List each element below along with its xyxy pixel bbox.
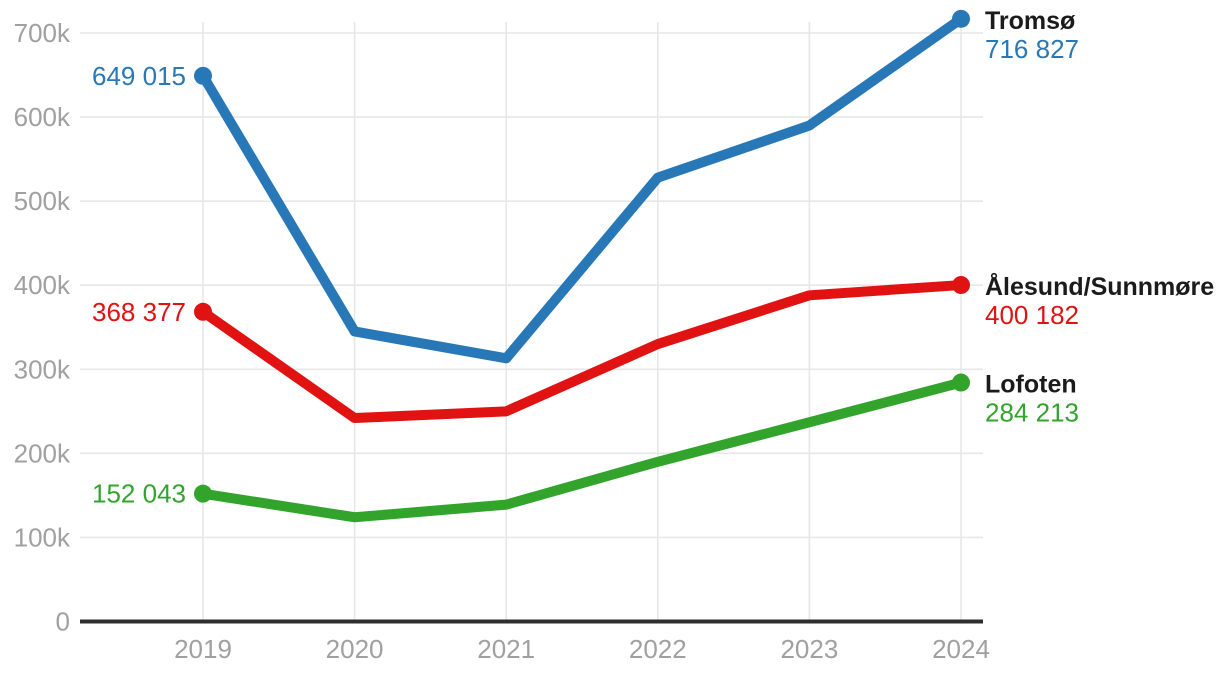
series-dot-start-2	[194, 484, 212, 503]
series-line-2	[198, 377, 966, 523]
series-dot-end-2	[952, 373, 970, 392]
x-tick-label: 2020	[326, 634, 384, 664]
series-dot-start-0	[194, 66, 212, 85]
series-line-1	[198, 280, 966, 424]
y-tick-label: 100k	[14, 522, 71, 552]
series-start-value-label: 649 015	[92, 61, 186, 91]
y-tick-label: 200k	[14, 438, 71, 468]
x-tick-label: 2021	[477, 634, 535, 664]
y-tick-label: 700k	[14, 18, 71, 48]
series-dot-end-0	[952, 9, 970, 28]
y-tick-label: 300k	[14, 354, 71, 384]
series-line-0	[198, 13, 966, 364]
y-tick-label: 600k	[14, 102, 71, 132]
y-tick-label: 0	[56, 607, 70, 637]
y-tick-label: 500k	[14, 186, 71, 216]
series-end-value-label: 400 182	[985, 300, 1079, 330]
y-tick-label: 400k	[14, 270, 71, 300]
series-start-value-label: 152 043	[92, 479, 186, 509]
x-tick-label: 2024	[932, 634, 990, 664]
series-end-value-label: 716 827	[985, 34, 1079, 64]
series-name-label: Lofoten	[985, 371, 1077, 399]
series-name-label: Tromsø	[985, 7, 1076, 35]
series-name-label: Ålesund/Sunnmøre	[985, 272, 1214, 301]
series-start-value-label: 368 377	[92, 297, 186, 327]
x-tick-label: 2022	[629, 634, 687, 664]
x-tick-label: 2023	[780, 634, 838, 664]
series-end-value-label: 284 213	[985, 398, 1079, 428]
x-tick-label: 2019	[174, 634, 232, 664]
series-dot-start-1	[194, 302, 212, 321]
series-dot-end-1	[952, 276, 970, 295]
